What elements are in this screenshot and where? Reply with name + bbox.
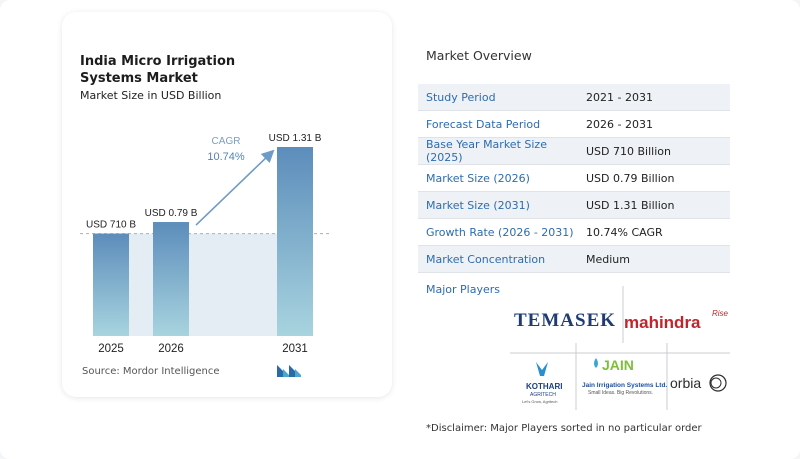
overview-row-label: Market Size (2031) xyxy=(426,198,530,212)
overview-row-label: Study Period xyxy=(426,90,496,104)
cagr-value: 10.74% xyxy=(207,151,245,163)
mahindra-rise-logo: Rise xyxy=(712,309,729,318)
x-tick-label: 2026 xyxy=(158,343,184,355)
overview-row-label: Base Year Market Size (2025) xyxy=(426,138,547,164)
overview-row: Market Size (2026) USD 0.79 Billion xyxy=(418,165,730,192)
kothari-sub-logo: AGRITECH xyxy=(530,392,556,398)
bar-2026 xyxy=(153,222,189,336)
jain-drop-icon xyxy=(594,358,598,368)
temasek-logo: TEMASEK xyxy=(514,310,616,331)
players-title: Major Players xyxy=(426,283,500,296)
overview-row-value: USD 1.31 Billion xyxy=(586,198,675,212)
jain-short-logo: JAIN xyxy=(602,357,634,373)
overview-row-label: Growth Rate (2026 - 2031) xyxy=(426,225,574,239)
overview-row-value: 2021 - 2031 xyxy=(586,90,653,104)
overview-row: Study Period 2021 - 2031 xyxy=(418,84,730,111)
overview-row: Market Size (2031) USD 1.31 Billion xyxy=(418,192,730,219)
overview-row: Market Concentration Medium xyxy=(418,246,730,273)
overview-row-label: Market Concentration xyxy=(426,252,546,266)
overview-row-value: USD 710 Billion xyxy=(586,144,671,158)
orbia-circle-icon xyxy=(709,374,727,392)
overview-row-value: 2026 - 2031 xyxy=(586,117,653,131)
orbia-logo: orbia xyxy=(670,375,701,391)
overview-title: Market Overview xyxy=(426,48,532,63)
bar-2031 xyxy=(277,147,313,336)
bar-value-label: USD 710 B xyxy=(86,220,136,231)
x-tick-label: 2025 xyxy=(98,343,124,355)
disclaimer: *Disclaimer: Major Players sorted in no … xyxy=(426,423,702,434)
mordor-logo-icon xyxy=(277,365,301,377)
jain-logo: Jain Irrigation Systems Ltd. xyxy=(582,382,667,389)
source-text: Source: Mordor Intelligence xyxy=(82,366,220,377)
bar-value-label: USD 0.79 B xyxy=(145,208,198,219)
overview-row: Growth Rate (2026 - 2031) 10.74% CAGR xyxy=(418,219,730,246)
major-players-logos: TEMASEK mahindra Rise KOTHARI AGRITECH L… xyxy=(510,286,730,410)
kothari-bird-icon xyxy=(536,362,548,376)
cagr-label: CAGR xyxy=(212,136,241,147)
overview-row-value: 10.74% CAGR xyxy=(586,225,663,239)
kothari-tagline: Let's Grow, Agritech xyxy=(522,399,557,404)
chart-subtitle: Market Size in USD Billion xyxy=(80,89,222,102)
overview-row-value: USD 0.79 Billion xyxy=(586,171,675,185)
overview-row: Forecast Data Period 2026 - 2031 xyxy=(418,111,730,138)
cagr-arrow xyxy=(195,149,275,226)
overview-row: Base Year Market Size (2025) USD 710 Bill… xyxy=(418,138,730,165)
overview-row-value: Medium xyxy=(586,252,630,266)
overview-table: Study Period 2021 - 2031 Forecast Data Per… xyxy=(418,84,730,273)
growth-shade xyxy=(93,233,313,336)
overview-row-label: Forecast Data Period xyxy=(426,117,541,131)
kothari-logo: KOTHARI xyxy=(526,382,562,391)
jain-tagline: Small Ideas. Big Revolutions. xyxy=(588,390,653,396)
bar-2025 xyxy=(93,233,129,336)
bar-value-label: USD 1.31 B xyxy=(269,133,322,144)
overview-row-label: Market Size (2026) xyxy=(426,171,530,185)
chart-title: India Micro Irrigation Systems Market xyxy=(80,54,236,86)
mahindra-logo: mahindra xyxy=(624,313,701,332)
x-tick-label: 2031 xyxy=(282,343,308,355)
